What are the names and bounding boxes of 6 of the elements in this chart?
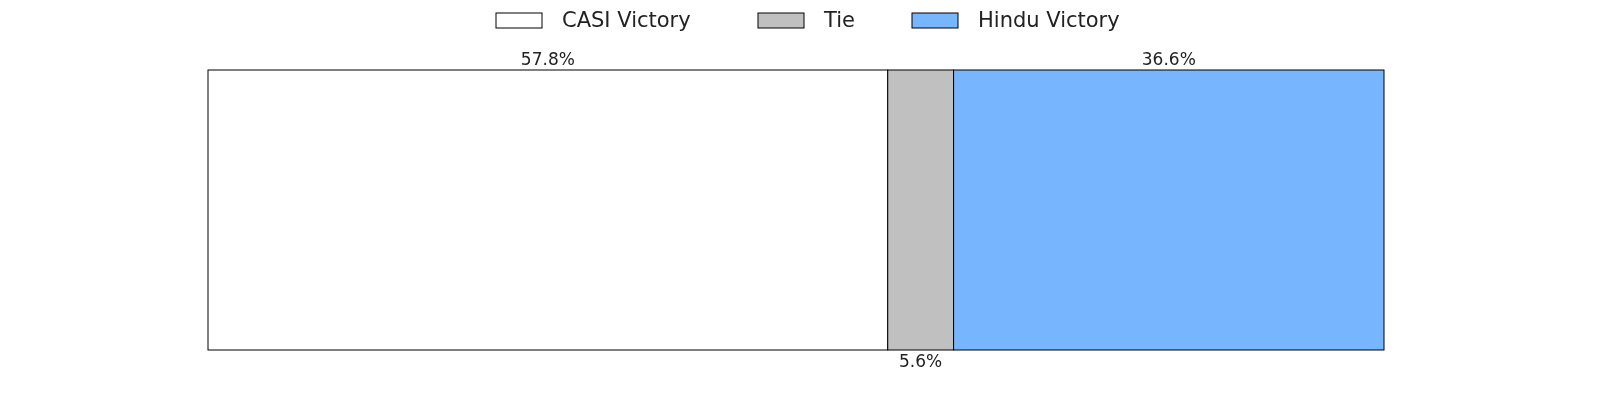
legend-label: Tie (823, 8, 855, 32)
data-label: 5.6% (899, 351, 943, 371)
data-label: 36.6% (1141, 49, 1196, 69)
legend-label: CASI Victory (562, 8, 691, 32)
legend-label: Hindu Victory (978, 8, 1120, 32)
data-label: 57.8% (520, 49, 575, 69)
